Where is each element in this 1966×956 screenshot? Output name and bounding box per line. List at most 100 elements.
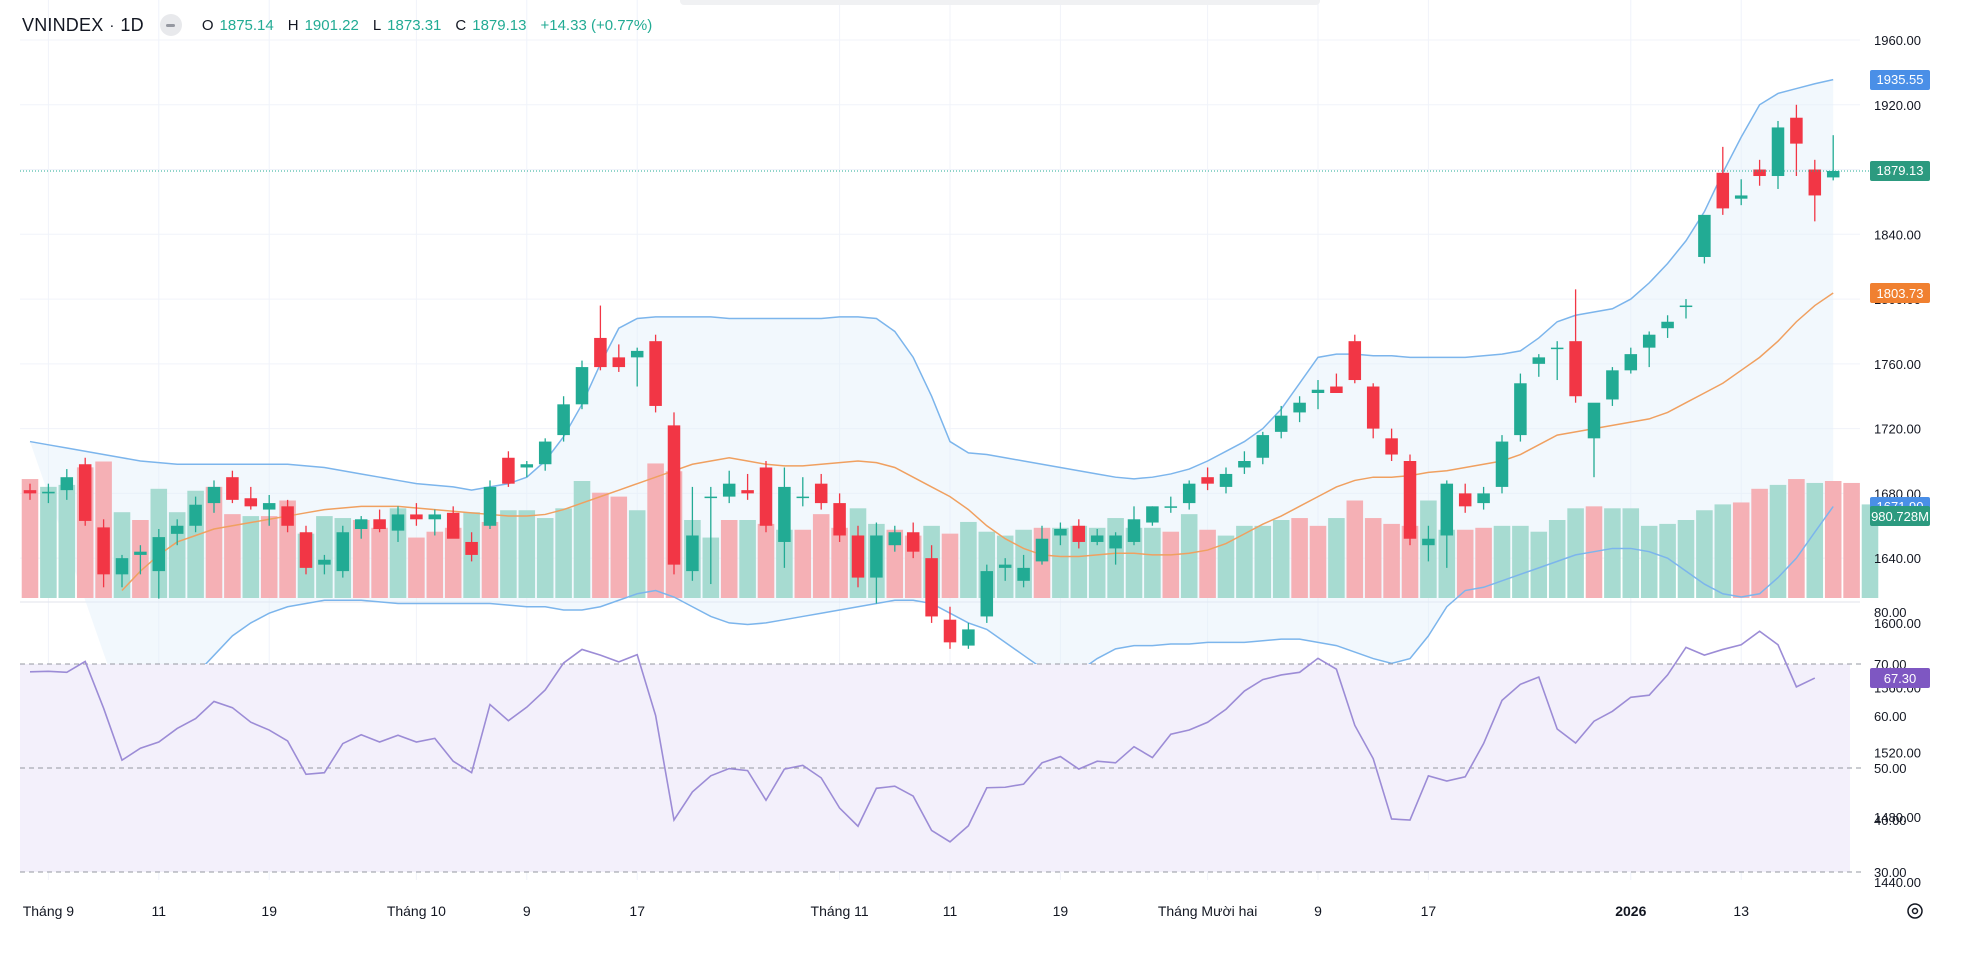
symbol-name[interactable]: VNINDEX [22, 14, 104, 35]
candle-body[interactable] [1550, 347, 1564, 350]
candle-body[interactable] [244, 498, 258, 507]
candle-body[interactable] [1606, 370, 1619, 400]
candle-body[interactable] [1293, 402, 1306, 413]
candle-body[interactable] [1274, 415, 1288, 432]
candle-body[interactable] [1661, 321, 1674, 329]
candle-body[interactable] [1753, 169, 1766, 177]
candle-body[interactable] [1642, 334, 1656, 348]
candle-body[interactable] [1422, 538, 1435, 546]
candle-body[interactable] [1238, 461, 1251, 468]
candle-body[interactable] [1090, 535, 1104, 542]
candle-body[interactable] [1366, 386, 1380, 429]
candle-body[interactable] [1679, 305, 1693, 308]
candle-body[interactable] [796, 496, 810, 499]
candle-body[interactable] [1054, 529, 1067, 536]
candle-body[interactable] [1477, 493, 1490, 504]
candle-body[interactable] [851, 535, 865, 578]
candle-body[interactable] [318, 559, 331, 565]
candle-body[interactable] [1514, 383, 1527, 436]
candle-body[interactable] [888, 532, 902, 546]
candle-body[interactable] [759, 467, 773, 526]
candle-body[interactable] [1072, 525, 1086, 542]
candle-body[interactable] [226, 477, 239, 500]
candle-body[interactable] [281, 506, 294, 526]
candle-body[interactable] [134, 551, 147, 555]
candle-body[interactable] [870, 535, 883, 578]
candle-body[interactable] [980, 571, 994, 617]
candle-body[interactable] [23, 490, 37, 494]
candle-body[interactable] [520, 464, 534, 468]
candle-body[interactable] [115, 558, 129, 575]
candle-body[interactable] [686, 535, 699, 572]
candle-body[interactable] [354, 519, 368, 530]
candle-body[interactable] [1458, 493, 1472, 507]
time-axis[interactable]: Tháng 9 11 19 Tháng 10 9 17 Tháng 11 11 19 Tháng … [23, 903, 1749, 919]
candle-body[interactable] [962, 629, 975, 646]
candle-body[interactable] [1164, 506, 1178, 508]
candle-body[interactable] [1385, 438, 1398, 455]
candle-body[interactable] [502, 457, 515, 484]
candle-body[interactable] [538, 441, 552, 465]
candle-body[interactable] [465, 541, 478, 555]
candle-body[interactable] [1532, 357, 1546, 364]
candle-body[interactable] [1440, 483, 1454, 536]
candle-body[interactable] [60, 477, 74, 491]
candle-body[interactable] [906, 532, 920, 552]
candle-body[interactable] [1348, 341, 1362, 381]
candle-body[interactable] [1826, 170, 1840, 178]
candle-body[interactable] [998, 564, 1012, 568]
candle-body[interactable] [612, 357, 626, 368]
candle-body[interactable] [1771, 127, 1785, 177]
candle-body[interactable] [833, 503, 846, 536]
candle-body[interactable] [943, 619, 957, 643]
candle-body[interactable] [373, 519, 386, 530]
candle-body[interactable] [649, 341, 662, 406]
candle-body[interactable] [1035, 538, 1049, 562]
candle-body[interactable] [630, 350, 644, 358]
candle-body[interactable] [704, 496, 718, 499]
candle-body[interactable] [1017, 567, 1030, 581]
interval-label[interactable]: 1D [120, 14, 144, 35]
candle-body[interactable] [1734, 195, 1748, 199]
candle-body[interactable] [778, 486, 791, 542]
candle-body[interactable] [594, 337, 607, 368]
candle-body[interactable] [1403, 461, 1417, 539]
candle-body[interactable] [1698, 214, 1711, 257]
candle-body[interactable] [299, 532, 313, 568]
candle-body[interactable] [1330, 386, 1343, 393]
candle-body[interactable] [1495, 441, 1509, 487]
candle-body[interactable] [189, 504, 202, 526]
candlesticks[interactable] [23, 104, 1840, 649]
candle-body[interactable] [78, 464, 92, 521]
candle-body[interactable] [262, 503, 276, 510]
candle-body[interactable] [170, 525, 184, 534]
candle-body[interactable] [722, 483, 736, 497]
candle-body[interactable] [1256, 435, 1270, 458]
candle-body[interactable] [1624, 354, 1638, 371]
candle-body[interactable] [483, 486, 497, 526]
candle-body[interactable] [1587, 402, 1601, 439]
candle-body[interactable] [1790, 117, 1803, 144]
candle-body[interactable] [1311, 389, 1325, 393]
candle-body[interactable] [1201, 477, 1214, 484]
candle-body[interactable] [207, 486, 221, 504]
candle-body[interactable] [1109, 535, 1122, 549]
candle-body[interactable] [1716, 172, 1730, 209]
hide-series-icon[interactable] [159, 14, 182, 36]
candle-body[interactable] [1127, 519, 1141, 542]
candle-body[interactable] [667, 425, 681, 565]
candle-body[interactable] [1569, 341, 1582, 397]
candle-body[interactable] [741, 490, 754, 494]
candle-body[interactable] [391, 514, 405, 531]
settings-gear-icon[interactable] [1904, 900, 1926, 922]
candle-body[interactable] [446, 512, 460, 539]
candle-body[interactable] [575, 367, 589, 405]
candle-body[interactable] [1182, 483, 1196, 504]
candle-body[interactable] [925, 558, 938, 617]
candle-body[interactable] [1219, 473, 1233, 487]
candle-body[interactable] [1146, 506, 1159, 523]
candle-body[interactable] [336, 532, 350, 572]
candle-body[interactable] [428, 514, 442, 520]
candle-body[interactable] [97, 527, 110, 575]
